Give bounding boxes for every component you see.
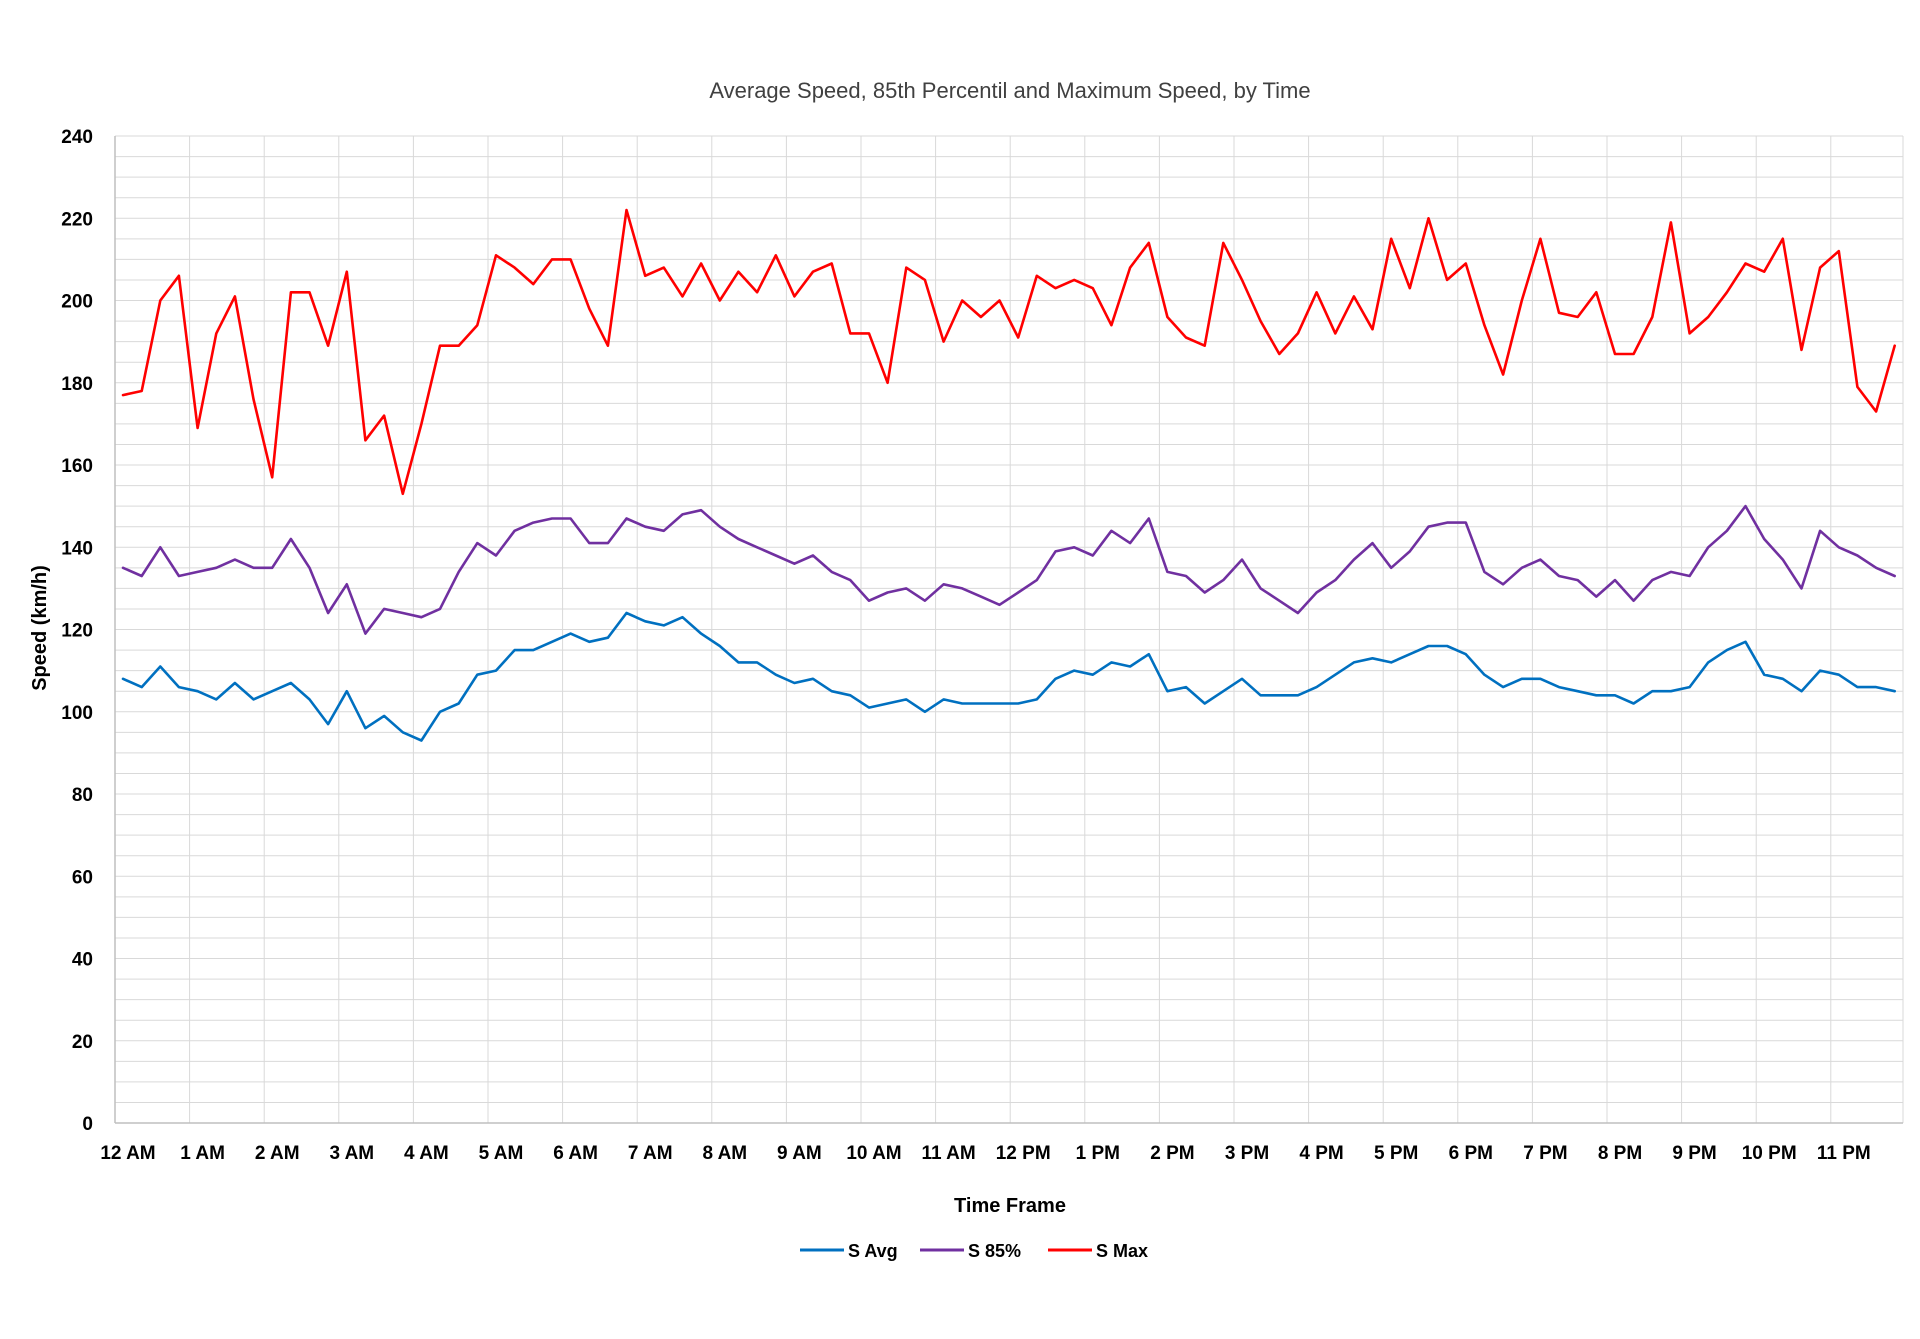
x-tick-label: 6 AM (553, 1143, 598, 1164)
y-tick-label: 120 (61, 621, 93, 642)
x-tick-label: 7 AM (628, 1143, 673, 1164)
y-tick-label: 60 (72, 867, 93, 888)
y-tick-label: 0 (82, 1114, 93, 1135)
x-tick-label: 4 AM (404, 1143, 449, 1164)
x-tick-label: 4 PM (1299, 1143, 1343, 1164)
y-tick-label: 80 (72, 785, 93, 806)
x-tick-label: 9 PM (1672, 1143, 1716, 1164)
x-tick-label: 5 PM (1374, 1143, 1418, 1164)
series-line-s-85 (121, 504, 1896, 635)
y-tick-label: 100 (61, 703, 93, 724)
y-tick-label: 220 (61, 209, 93, 230)
x-tick-label: 10 PM (1742, 1143, 1797, 1164)
x-tick-label: 10 AM (846, 1143, 901, 1164)
x-tick-label: 3 PM (1225, 1143, 1269, 1164)
y-tick-labels: 0 20 40 60 80 100 120 140 160 180 200 220 240 (61, 127, 93, 1135)
gridlines (114, 135, 1904, 1124)
axes (114, 136, 1903, 1124)
y-tick-label: 200 (61, 292, 93, 313)
x-tick-label: 9 AM (777, 1143, 822, 1164)
legend: S Avg S 85% S Max (800, 1241, 1148, 1261)
y-tick-label: 180 (61, 374, 93, 395)
y-tick-label: 20 (72, 1032, 93, 1053)
x-tick-label: 5 AM (479, 1143, 524, 1164)
x-tick-labels: 12 AM 1 AM 2 AM 3 AM 4 AM 5 AM 6 AM 7 AM 8 AM 9 A… (100, 1143, 1870, 1164)
x-tick-label: 11 AM (921, 1143, 975, 1164)
x-tick-label: 2 AM (255, 1143, 300, 1164)
x-axis-title: Time Frame (954, 1195, 1066, 1217)
x-tick-label: 1 AM (180, 1143, 225, 1164)
series-line-s-avg (121, 611, 1896, 742)
x-tick-label: 12 PM (996, 1143, 1051, 1164)
legend-label: S 85% (968, 1241, 1021, 1261)
y-tick-label: 160 (61, 456, 93, 477)
y-tick-label: 40 (72, 950, 93, 971)
x-tick-label: 11 PM (1817, 1143, 1871, 1164)
x-tick-label: 12 AM (100, 1143, 155, 1164)
x-tick-label: 8 PM (1598, 1143, 1642, 1164)
legend-label: S Max (1096, 1241, 1148, 1261)
x-tick-label: 8 AM (702, 1143, 747, 1164)
y-tick-label: 140 (61, 538, 93, 559)
y-axis-title: Speed (km/h) (29, 565, 51, 691)
x-tick-label: 1 PM (1076, 1143, 1120, 1164)
y-tick-label: 240 (61, 127, 93, 148)
series-lines (121, 208, 1896, 742)
legend-label: S Avg (848, 1241, 898, 1261)
x-tick-label: 2 PM (1150, 1143, 1194, 1164)
chart-title: Average Speed, 85th Percentil and Maximu… (709, 78, 1310, 103)
x-tick-label: 3 AM (329, 1143, 374, 1164)
x-tick-label: 6 PM (1449, 1143, 1493, 1164)
series-line-s-max (121, 208, 1896, 496)
x-tick-label: 7 PM (1523, 1143, 1567, 1164)
